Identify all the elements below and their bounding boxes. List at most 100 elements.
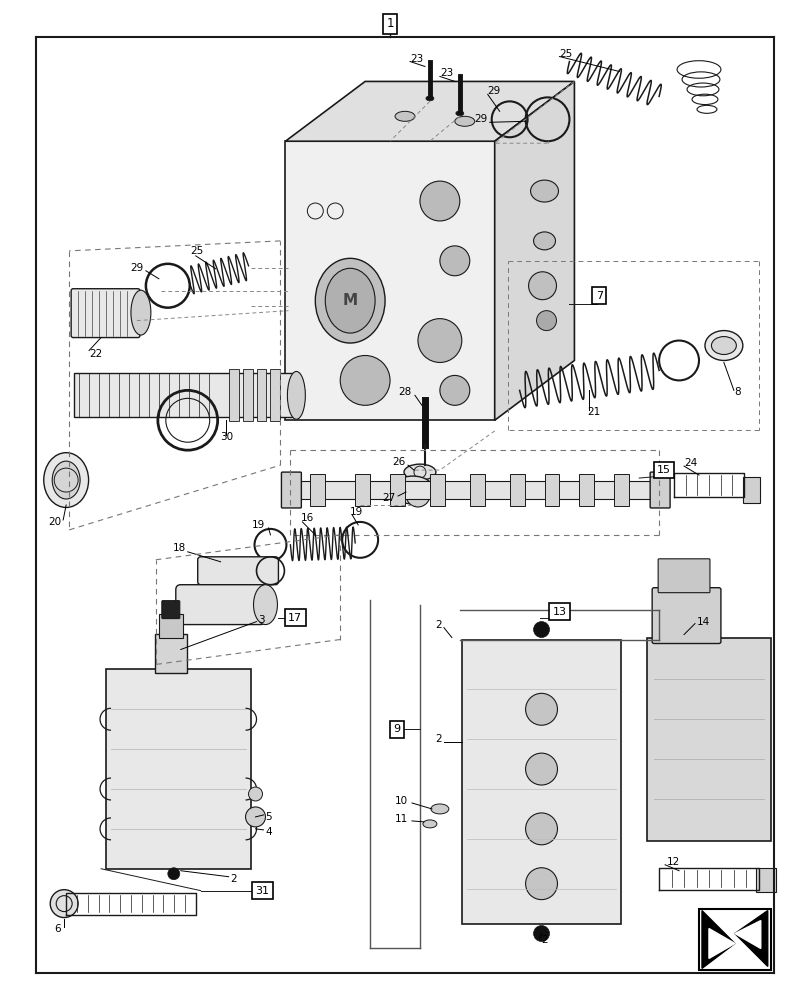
- Polygon shape: [734, 921, 760, 948]
- Text: 20: 20: [48, 517, 61, 527]
- FancyBboxPatch shape: [155, 634, 187, 673]
- FancyBboxPatch shape: [658, 559, 709, 593]
- Ellipse shape: [52, 461, 80, 499]
- Text: 2: 2: [435, 620, 441, 630]
- Text: 29: 29: [487, 86, 500, 96]
- Polygon shape: [708, 929, 734, 958]
- Text: 8: 8: [733, 387, 740, 397]
- Ellipse shape: [533, 232, 555, 250]
- Text: 16: 16: [300, 513, 313, 523]
- FancyBboxPatch shape: [290, 481, 659, 499]
- Text: 7: 7: [595, 291, 602, 301]
- Text: 4: 4: [265, 827, 272, 837]
- Ellipse shape: [454, 116, 474, 126]
- Text: 22: 22: [89, 349, 102, 359]
- Text: 25: 25: [191, 246, 204, 256]
- Ellipse shape: [131, 290, 151, 335]
- FancyBboxPatch shape: [197, 557, 278, 585]
- Circle shape: [440, 375, 470, 405]
- FancyBboxPatch shape: [161, 601, 179, 619]
- Text: 15: 15: [656, 465, 670, 475]
- Circle shape: [406, 483, 429, 507]
- Circle shape: [525, 813, 557, 845]
- Circle shape: [533, 926, 549, 941]
- FancyBboxPatch shape: [74, 373, 293, 417]
- Ellipse shape: [325, 268, 375, 333]
- Text: 23: 23: [410, 54, 423, 64]
- FancyBboxPatch shape: [354, 474, 370, 506]
- Text: 21: 21: [586, 407, 600, 417]
- Ellipse shape: [392, 476, 433, 504]
- Text: 19: 19: [252, 520, 265, 530]
- Text: 14: 14: [696, 617, 710, 627]
- Text: 23: 23: [440, 68, 453, 78]
- FancyBboxPatch shape: [544, 474, 559, 506]
- FancyBboxPatch shape: [742, 477, 759, 503]
- FancyBboxPatch shape: [461, 640, 620, 924]
- Ellipse shape: [710, 337, 736, 354]
- FancyBboxPatch shape: [509, 474, 524, 506]
- Text: 1: 1: [386, 17, 393, 30]
- Text: 29: 29: [131, 263, 144, 273]
- Ellipse shape: [50, 890, 78, 918]
- Text: 2: 2: [435, 734, 441, 744]
- Circle shape: [536, 311, 556, 331]
- Circle shape: [525, 868, 557, 900]
- Text: M: M: [342, 293, 358, 308]
- Ellipse shape: [394, 111, 414, 121]
- Text: 25: 25: [559, 49, 572, 59]
- Polygon shape: [702, 911, 734, 968]
- Ellipse shape: [315, 258, 384, 343]
- Text: 30: 30: [221, 432, 234, 442]
- Ellipse shape: [530, 180, 558, 202]
- Circle shape: [440, 246, 470, 276]
- Ellipse shape: [455, 111, 463, 116]
- Text: 18: 18: [172, 543, 186, 553]
- Circle shape: [245, 807, 265, 827]
- FancyBboxPatch shape: [229, 369, 238, 421]
- Circle shape: [419, 181, 459, 221]
- Ellipse shape: [423, 820, 436, 828]
- FancyBboxPatch shape: [698, 909, 770, 970]
- Circle shape: [248, 787, 262, 801]
- Ellipse shape: [404, 464, 436, 480]
- Ellipse shape: [44, 453, 88, 507]
- FancyBboxPatch shape: [256, 369, 266, 421]
- FancyBboxPatch shape: [242, 369, 252, 421]
- Text: 29: 29: [474, 114, 487, 124]
- FancyBboxPatch shape: [270, 369, 280, 421]
- Text: 10: 10: [394, 796, 407, 806]
- Circle shape: [533, 622, 549, 638]
- FancyBboxPatch shape: [175, 585, 265, 625]
- Ellipse shape: [253, 585, 277, 625]
- FancyBboxPatch shape: [614, 474, 629, 506]
- Text: 9: 9: [393, 724, 400, 734]
- Circle shape: [168, 868, 179, 880]
- FancyBboxPatch shape: [651, 588, 720, 644]
- Text: 26: 26: [391, 457, 405, 467]
- Circle shape: [528, 272, 556, 300]
- Circle shape: [418, 319, 461, 362]
- FancyBboxPatch shape: [646, 638, 770, 841]
- Ellipse shape: [287, 371, 305, 419]
- Text: 3: 3: [258, 615, 265, 625]
- FancyBboxPatch shape: [579, 474, 594, 506]
- FancyBboxPatch shape: [429, 474, 444, 506]
- Text: 2: 2: [230, 874, 237, 884]
- Text: 11: 11: [394, 814, 407, 824]
- FancyBboxPatch shape: [71, 289, 139, 338]
- Text: 2: 2: [541, 935, 547, 945]
- FancyBboxPatch shape: [470, 474, 484, 506]
- FancyBboxPatch shape: [310, 474, 325, 506]
- FancyBboxPatch shape: [281, 472, 301, 508]
- Text: 13: 13: [551, 607, 566, 617]
- Text: 6: 6: [54, 924, 61, 934]
- Circle shape: [525, 693, 557, 725]
- Text: 27: 27: [381, 493, 394, 503]
- Polygon shape: [285, 81, 573, 141]
- Text: 12: 12: [667, 857, 680, 867]
- Text: 28: 28: [398, 387, 411, 397]
- Text: 24: 24: [683, 458, 697, 468]
- Ellipse shape: [426, 96, 433, 101]
- Text: 31: 31: [255, 886, 269, 896]
